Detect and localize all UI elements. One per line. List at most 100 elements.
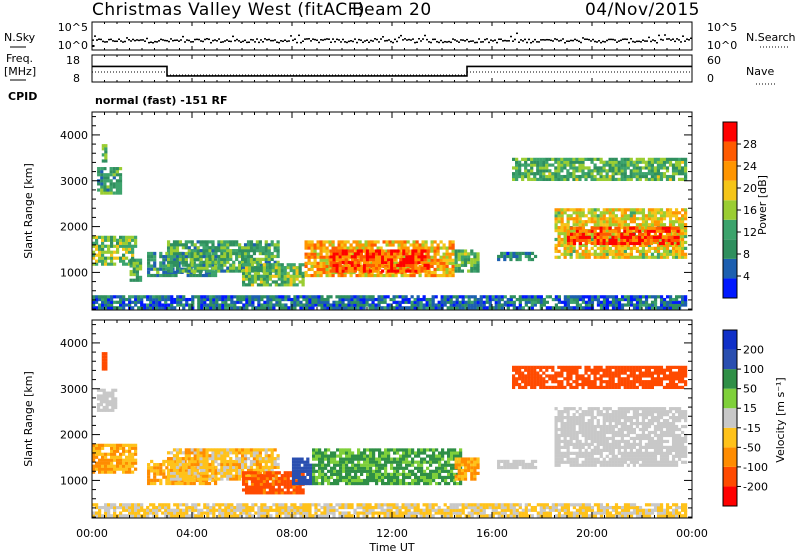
heat-cell	[250, 283, 255, 287]
heat-cell	[423, 258, 427, 262]
nsky-point	[218, 38, 220, 40]
heat-cell	[545, 160, 549, 164]
heat-cell	[399, 269, 403, 273]
heat-cell	[104, 306, 108, 310]
heat-cell	[270, 254, 274, 259]
heat-cell	[101, 300, 105, 304]
heat-cell	[545, 300, 549, 304]
heat-cell	[439, 246, 443, 250]
heat-cell	[265, 268, 269, 273]
heat-cell	[224, 295, 228, 299]
heat-cell	[295, 271, 299, 275]
heat-cell	[236, 300, 240, 304]
heat-cell	[674, 252, 679, 256]
heat-cell	[575, 174, 579, 179]
heat-cell	[393, 255, 397, 259]
heat-cell	[101, 464, 105, 468]
heat-cell	[650, 220, 655, 224]
heat-cell	[614, 249, 618, 253]
heat-cell	[101, 467, 105, 471]
heat-cell	[95, 449, 99, 453]
heat-cell	[557, 228, 561, 233]
heat-cell	[449, 297, 453, 302]
heat-cell	[539, 300, 543, 304]
heat-cell	[319, 273, 323, 278]
heat-cell	[623, 303, 628, 307]
heat-cell	[378, 263, 382, 267]
heat-cell	[584, 243, 588, 248]
heat-cell	[220, 451, 224, 455]
heat-cell	[261, 249, 265, 253]
heat-cell	[311, 306, 315, 310]
heat-cell	[178, 477, 183, 481]
heat-cell	[388, 243, 392, 247]
heat-cell	[515, 297, 519, 302]
heat-cell	[376, 240, 380, 244]
heat-cell	[314, 295, 318, 299]
heat-cell	[384, 260, 388, 265]
heat-cell	[296, 295, 300, 299]
heat-cell	[463, 263, 468, 267]
heat-cell	[103, 176, 107, 180]
heat-cell	[137, 306, 141, 310]
heat-cell	[267, 251, 271, 256]
heat-cell	[662, 160, 667, 164]
heat-cell	[412, 243, 416, 247]
nsky-point	[124, 40, 126, 43]
heat-cell	[402, 260, 406, 265]
heat-cell	[518, 300, 522, 304]
heat-cell	[584, 306, 589, 310]
heat-cell	[92, 470, 96, 474]
heat-cell	[680, 226, 685, 230]
heat-cell	[277, 266, 281, 270]
heat-cell	[101, 355, 105, 359]
heat-cell	[463, 255, 468, 259]
heat-cell	[152, 295, 156, 299]
heat-cell	[178, 474, 183, 478]
heat-cell	[448, 246, 452, 250]
heat-cell	[211, 251, 215, 256]
heat-cell	[673, 226, 677, 230]
heat-cell	[575, 214, 579, 218]
heat-cell	[205, 477, 209, 481]
heat-cell	[190, 254, 194, 259]
heat-cell	[662, 172, 667, 176]
heat-cell	[476, 300, 480, 304]
heat-cell	[159, 255, 163, 259]
heat-cell	[602, 220, 606, 224]
heat-cell	[464, 306, 468, 310]
heat-cell	[113, 250, 117, 254]
heat-cell	[118, 176, 123, 180]
heat-cell	[206, 303, 210, 307]
heat-cell	[238, 477, 242, 481]
heat-cell	[229, 448, 233, 452]
heat-cell	[524, 303, 528, 307]
heat-cell	[605, 177, 609, 182]
heat-cell	[445, 255, 449, 259]
heat-cell	[373, 273, 377, 278]
heat-cell	[554, 174, 558, 179]
nsky-point	[504, 39, 506, 42]
heat-cell	[221, 303, 225, 307]
heat-cell	[390, 249, 394, 253]
heat-cell	[190, 459, 194, 464]
heat-cell	[255, 451, 259, 455]
heat-cell	[197, 297, 201, 302]
heat-cell	[602, 174, 606, 179]
heat-cell	[524, 169, 528, 173]
heat-cell	[593, 163, 597, 167]
heat-cell	[578, 252, 582, 256]
nsky-point	[110, 38, 112, 41]
heat-cell	[308, 300, 312, 304]
nsky-point	[186, 39, 188, 41]
nsky-point	[360, 39, 362, 41]
heat-cell	[677, 163, 682, 167]
heat-cell	[101, 295, 105, 299]
heat-cell	[521, 172, 525, 176]
heat-cell	[569, 238, 574, 243]
heat-cell	[241, 271, 246, 275]
heat-cell	[470, 295, 474, 299]
heat-cell	[473, 300, 477, 304]
nsky-point	[682, 35, 684, 37]
heat-cell	[605, 217, 609, 221]
